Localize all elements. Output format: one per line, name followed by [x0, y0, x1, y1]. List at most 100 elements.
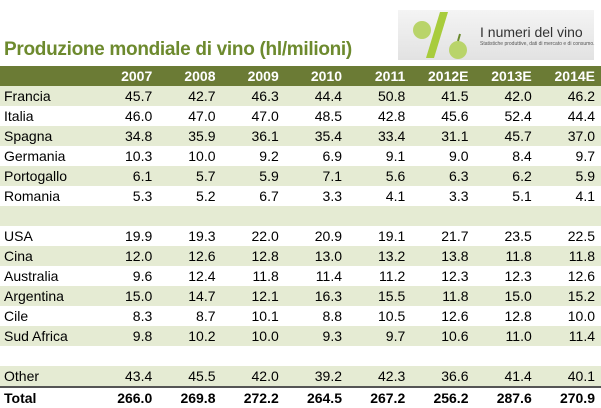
cell: 34.8 — [95, 126, 159, 146]
cell: 37.0 — [537, 126, 601, 146]
cell: 42.0 — [221, 366, 285, 387]
cell: 256.2 — [411, 386, 475, 408]
cell: 23.5 — [504, 228, 532, 244]
cell: 4.1 — [575, 188, 595, 204]
cell: 20.9 — [314, 228, 342, 244]
row-label: Germania — [4, 148, 66, 164]
cell: 9.0 — [449, 148, 469, 164]
cell: 42.8 — [378, 108, 406, 124]
cell: 46.0 — [125, 108, 153, 124]
cell: 11.8 — [252, 268, 279, 284]
spacer-row — [0, 206, 601, 226]
column-header: 2008 — [158, 66, 222, 86]
cell: 10.6 — [411, 326, 475, 346]
empty-cell — [0, 346, 95, 366]
cell: 11.2 — [379, 268, 406, 284]
cell: 10.3 — [125, 148, 153, 164]
cell: 15.0 — [95, 286, 159, 306]
cell: 12.8 — [221, 246, 285, 266]
logo-title: I numeri del vino — [480, 24, 583, 40]
cell: 12.8 — [504, 308, 532, 324]
cell: 5.3 — [132, 188, 153, 204]
cell: 10.1 — [251, 308, 279, 324]
logo-icon — [413, 12, 467, 59]
cell: 13.2 — [348, 246, 412, 266]
empty-cell — [474, 206, 538, 226]
row-label: Australia — [4, 268, 59, 284]
cell: 15.2 — [537, 286, 601, 306]
cell: 6.9 — [322, 148, 342, 164]
cell: 11.8 — [537, 246, 601, 266]
cell: 47.0 — [251, 108, 279, 124]
empty-cell — [285, 346, 348, 366]
empty-cell — [222, 346, 285, 366]
table-row: Sud Africa 9.8 10.2 10.0 9.3 9.7 10.6 11.0 11.4 — [0, 326, 601, 346]
table-row: Germania 10.3 10.0 9.2 6.9 9.1 9.0 8.4 9.7 — [0, 146, 601, 166]
row-label: Romania — [4, 188, 61, 204]
cell: 12.3 — [504, 268, 532, 284]
row-label: Sud Africa — [0, 326, 95, 346]
empty-cell — [475, 346, 538, 366]
cell: 10.0 — [188, 148, 216, 164]
cell: 264.5 — [284, 386, 348, 408]
cell: 19.1 — [378, 228, 406, 244]
cell: 9.2 — [259, 148, 279, 164]
cell: 10.0 — [221, 326, 285, 346]
logo-subtitle: Statistiche produttive, dati di mercato … — [480, 41, 595, 47]
row-label: Other — [0, 366, 95, 387]
empty-cell — [158, 346, 221, 366]
table-row: Portogallo 6.1 5.7 5.9 7.1 5.6 6.3 6.2 5.9 — [0, 166, 601, 186]
column-header: 2013E — [474, 66, 538, 86]
column-header: 2012E — [411, 66, 475, 86]
cell: 5.6 — [348, 166, 412, 186]
empty-cell — [411, 346, 474, 366]
cell: 13.0 — [284, 246, 348, 266]
cell: 42.0 — [474, 86, 538, 106]
empty-cell — [284, 206, 348, 226]
cell: 11.4 — [537, 326, 601, 346]
row-label: Argentina — [0, 286, 95, 306]
cell: 287.6 — [474, 386, 538, 408]
cell: 22.0 — [251, 228, 279, 244]
cell: 15.0 — [474, 286, 538, 306]
logo: I numeri del vino Statistiche produttive… — [398, 10, 595, 60]
empty-cell — [348, 346, 411, 366]
cell: 10.0 — [567, 308, 595, 324]
table-row: USA 19.9 19.3 22.0 20.9 19.1 21.7 23.5 22.5 — [0, 226, 601, 246]
empty-cell — [95, 346, 158, 366]
cell: 45.7 — [474, 126, 538, 146]
cell: 42.7 — [158, 86, 222, 106]
cell: 22.5 — [567, 228, 595, 244]
cell: 269.8 — [158, 386, 222, 408]
cell: 52.4 — [504, 108, 532, 124]
cell: 11.4 — [315, 268, 342, 284]
cell: 16.3 — [284, 286, 348, 306]
row-label: Spagna — [0, 126, 95, 146]
row-label: Total — [0, 386, 95, 408]
cell: 46.3 — [221, 86, 285, 106]
cell: 11.8 — [411, 286, 475, 306]
cell: 11.0 — [474, 326, 538, 346]
header-row: 2007 2008 2009 2010 2011 2012E 2013E 2014E — [0, 66, 601, 86]
row-label: USA — [4, 228, 33, 244]
cell: 9.1 — [385, 148, 406, 164]
cell: 21.7 — [441, 228, 469, 244]
spacer-row — [0, 346, 601, 366]
cell: 3.3 — [449, 188, 469, 204]
cell: 12.3 — [441, 268, 469, 284]
cell: 6.7 — [259, 188, 279, 204]
cell: 45.5 — [158, 366, 222, 387]
column-header: 2010 — [284, 66, 348, 86]
cell: 6.1 — [95, 166, 159, 186]
empty-cell — [221, 206, 285, 226]
cell: 42.3 — [348, 366, 412, 387]
cell: 9.6 — [132, 268, 153, 284]
table-row: Italia 46.0 47.0 47.0 48.5 42.8 45.6 52.4 44.4 — [0, 106, 601, 126]
cell: 31.1 — [411, 126, 475, 146]
cell: 35.9 — [158, 126, 222, 146]
cell: 36.1 — [221, 126, 285, 146]
table-row: Total 266.0 269.8 272.2 264.5 267.2 256.2 287.6… — [0, 386, 601, 408]
cell: 3.3 — [322, 188, 342, 204]
column-header: 2014E — [537, 66, 601, 86]
